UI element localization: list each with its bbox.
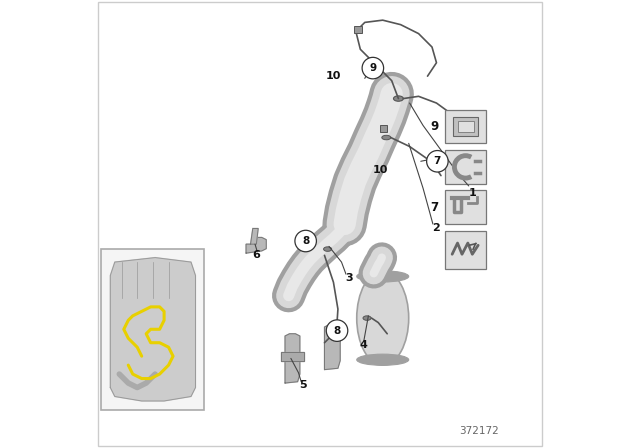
Polygon shape: [250, 228, 258, 244]
Text: 6: 6: [252, 250, 260, 260]
Polygon shape: [110, 258, 195, 401]
Text: 4: 4: [360, 340, 368, 350]
Text: 8: 8: [302, 236, 309, 246]
Text: 9: 9: [431, 120, 439, 133]
Text: 7: 7: [431, 201, 439, 214]
Ellipse shape: [324, 247, 332, 251]
Ellipse shape: [382, 135, 391, 140]
Bar: [445, 231, 486, 269]
Bar: [445, 110, 486, 143]
Ellipse shape: [356, 354, 409, 366]
Bar: [445, 190, 486, 224]
Bar: [355, 26, 362, 33]
Text: 372172: 372172: [459, 426, 499, 436]
Ellipse shape: [363, 316, 371, 320]
Polygon shape: [324, 325, 340, 370]
Bar: [380, 125, 387, 132]
Ellipse shape: [394, 96, 403, 101]
Circle shape: [362, 57, 383, 79]
Ellipse shape: [356, 271, 409, 282]
Text: 3: 3: [346, 273, 353, 283]
Polygon shape: [246, 237, 266, 253]
Text: 9: 9: [369, 63, 376, 73]
Text: 2: 2: [433, 224, 440, 233]
Text: 5: 5: [299, 380, 307, 390]
Bar: [101, 249, 204, 410]
Text: 10: 10: [326, 71, 341, 81]
Bar: [458, 121, 474, 132]
FancyBboxPatch shape: [453, 116, 478, 136]
Bar: [445, 150, 486, 184]
Text: 8: 8: [333, 326, 340, 336]
Text: 7: 7: [434, 156, 441, 166]
Polygon shape: [280, 352, 305, 361]
Circle shape: [326, 320, 348, 341]
Polygon shape: [285, 334, 300, 383]
Ellipse shape: [356, 271, 409, 365]
Text: 8: 8: [431, 160, 439, 173]
Text: 1: 1: [468, 188, 476, 198]
Circle shape: [427, 151, 448, 172]
Text: 10: 10: [372, 165, 388, 175]
Circle shape: [295, 230, 316, 252]
